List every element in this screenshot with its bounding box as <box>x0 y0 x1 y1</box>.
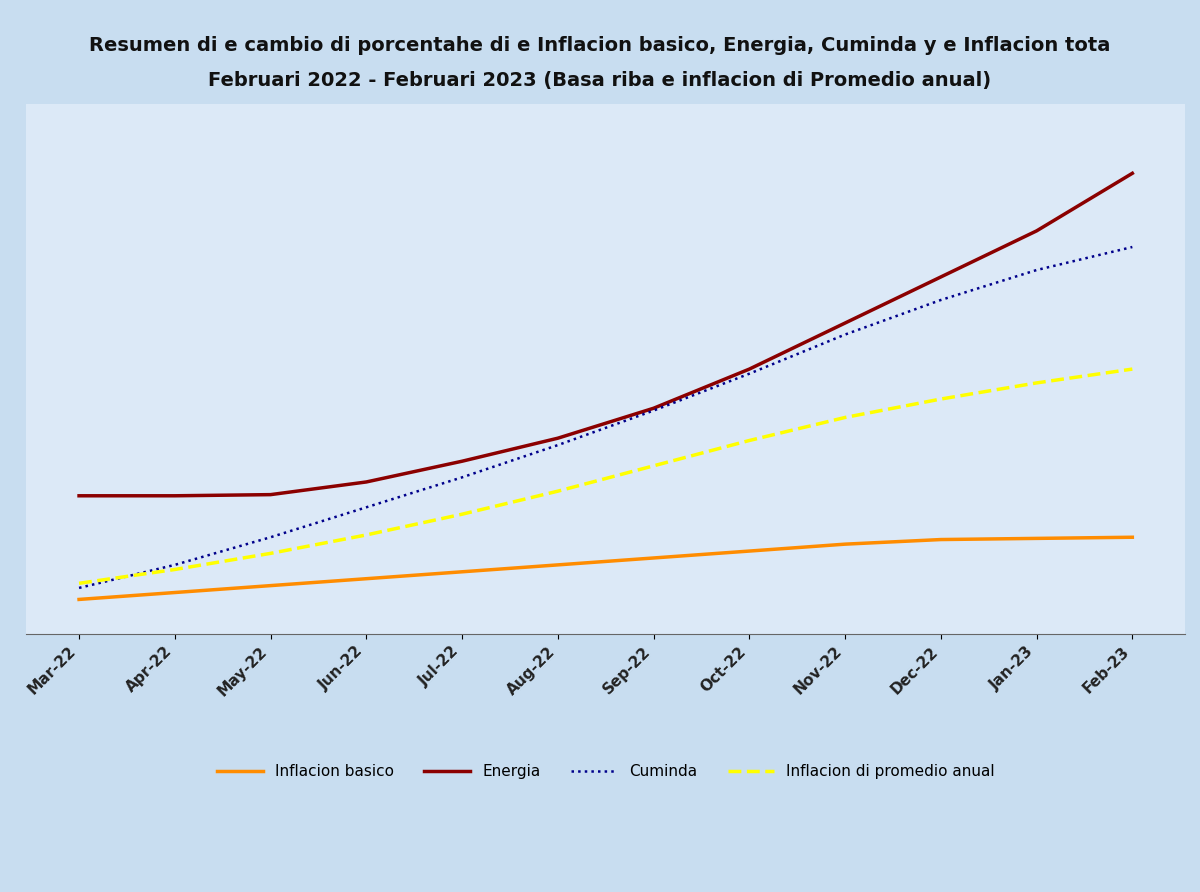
Inflacion di promedio anual <box>934 393 948 404</box>
Inflacion basico <box>1126 532 1140 542</box>
Cuminda <box>1126 242 1140 252</box>
Energia <box>455 456 469 467</box>
Energia <box>1126 168 1140 178</box>
Inflacion di promedio anual <box>72 578 86 589</box>
Cuminda <box>551 440 565 450</box>
Cuminda <box>1030 265 1044 276</box>
Text: Februari 2022 - Februari 2023 (Basa riba e inflacion di Promedio anual): Februari 2022 - Februari 2023 (Basa riba… <box>209 71 991 90</box>
Text: Resumen di e cambio di porcentahe di e Inflacion basico, Energia, Cuminda y e In: Resumen di e cambio di porcentahe di e I… <box>89 36 1111 54</box>
Inflacion di promedio anual <box>359 530 373 541</box>
Inflacion di promedio anual <box>1030 377 1044 388</box>
Cuminda <box>838 329 852 340</box>
Energia <box>72 491 86 501</box>
Cuminda <box>742 368 756 379</box>
Inflacion basico <box>838 539 852 549</box>
Cuminda <box>455 472 469 483</box>
Line: Inflacion basico: Inflacion basico <box>79 537 1133 599</box>
Inflacion basico <box>72 594 86 605</box>
Inflacion di promedio anual <box>455 508 469 519</box>
Cuminda <box>359 502 373 513</box>
Inflacion di promedio anual <box>838 412 852 423</box>
Inflacion basico <box>551 559 565 570</box>
Line: Cuminda: Cuminda <box>79 247 1133 588</box>
Energia <box>647 403 661 414</box>
Legend: Inflacion basico, Energia, Cuminda, Inflacion di promedio anual: Inflacion basico, Energia, Cuminda, Infl… <box>211 758 1001 785</box>
Inflacion di promedio anual <box>647 460 661 471</box>
Inflacion basico <box>263 581 277 591</box>
Energia <box>742 364 756 375</box>
Energia <box>838 318 852 328</box>
Inflacion basico <box>934 534 948 545</box>
Line: Energia: Energia <box>79 173 1133 496</box>
Inflacion basico <box>647 553 661 564</box>
Inflacion basico <box>1030 533 1044 544</box>
Line: Inflacion di promedio anual: Inflacion di promedio anual <box>79 369 1133 583</box>
Inflacion basico <box>455 566 469 577</box>
Inflacion di promedio anual <box>168 564 182 574</box>
Energia <box>1030 226 1044 236</box>
Energia <box>263 490 277 500</box>
Inflacion di promedio anual <box>263 548 277 558</box>
Cuminda <box>72 582 86 593</box>
Energia <box>359 476 373 487</box>
Inflacion basico <box>168 587 182 598</box>
Energia <box>551 433 565 443</box>
Cuminda <box>263 532 277 542</box>
Energia <box>168 491 182 501</box>
Inflacion di promedio anual <box>551 486 565 497</box>
Cuminda <box>934 294 948 305</box>
Inflacion basico <box>742 546 756 557</box>
Cuminda <box>647 405 661 416</box>
Inflacion di promedio anual <box>742 435 756 446</box>
Inflacion di promedio anual <box>1126 364 1140 375</box>
Energia <box>934 271 948 282</box>
Cuminda <box>168 559 182 570</box>
Inflacion basico <box>359 574 373 584</box>
